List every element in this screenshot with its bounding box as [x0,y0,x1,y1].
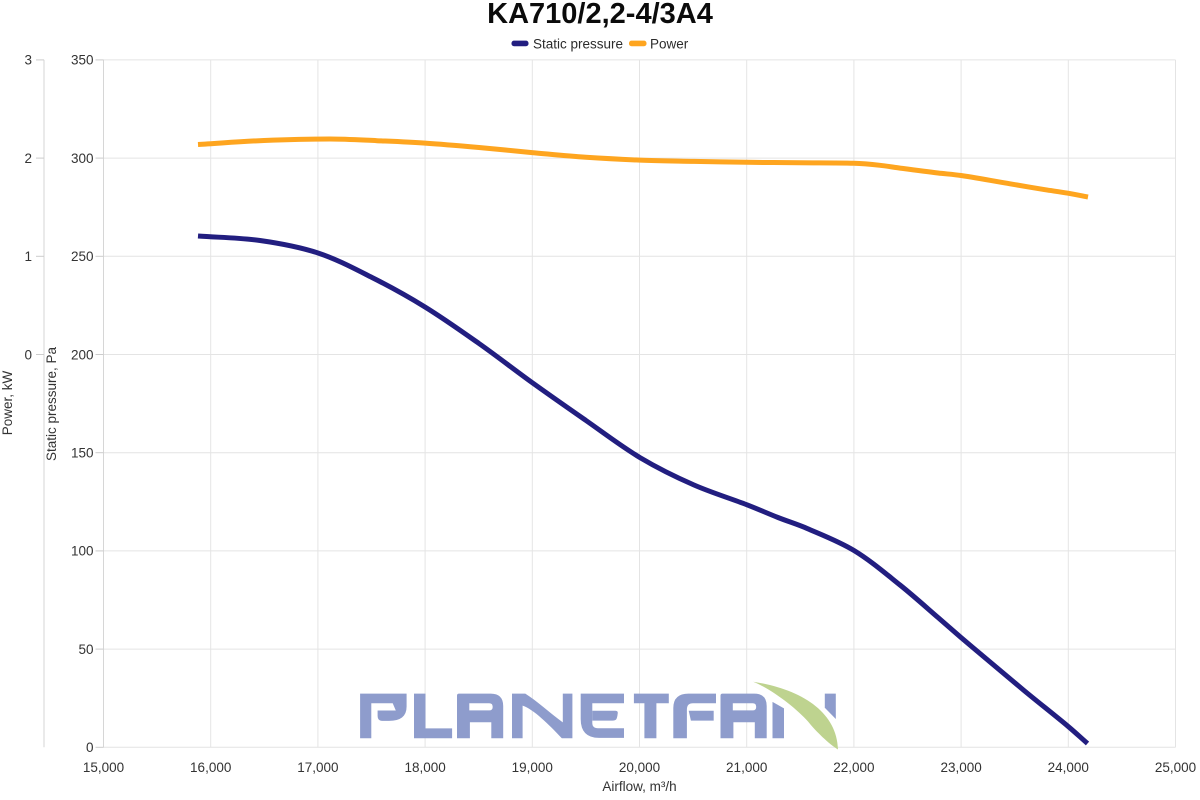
svg-text:150: 150 [71,446,94,461]
svg-text:17,000: 17,000 [297,760,338,775]
svg-text:23,000: 23,000 [940,760,981,775]
svg-text:KA710/2,2-4/3A4: KA710/2,2-4/3A4 [487,0,713,30]
svg-text:24,000: 24,000 [1048,760,1089,775]
svg-text:21,000: 21,000 [726,760,767,775]
svg-text:350: 350 [71,53,94,68]
svg-text:Power, kW: Power, kW [0,370,15,435]
svg-text:20,000: 20,000 [619,760,660,775]
svg-text:0: 0 [24,347,32,362]
svg-text:16,000: 16,000 [190,760,231,775]
svg-text:100: 100 [71,544,94,559]
svg-text:25,000: 25,000 [1155,760,1196,775]
svg-text:50: 50 [78,642,93,657]
svg-text:1: 1 [24,249,32,264]
svg-text:300: 300 [71,151,94,166]
svg-text:2: 2 [24,151,32,166]
svg-text:0: 0 [86,740,94,755]
svg-text:19,000: 19,000 [512,760,553,775]
svg-text:3: 3 [24,53,32,68]
svg-text:15,000: 15,000 [83,760,124,775]
svg-text:Static pressure: Static pressure [533,37,623,52]
svg-text:Airflow, m³/h: Airflow, m³/h [602,779,676,794]
svg-text:200: 200 [71,347,94,362]
svg-text:Static pressure, Pa: Static pressure, Pa [44,346,59,461]
svg-text:18,000: 18,000 [404,760,445,775]
svg-text:22,000: 22,000 [833,760,874,775]
svg-text:250: 250 [71,249,94,264]
svg-text:Power: Power [650,37,689,52]
